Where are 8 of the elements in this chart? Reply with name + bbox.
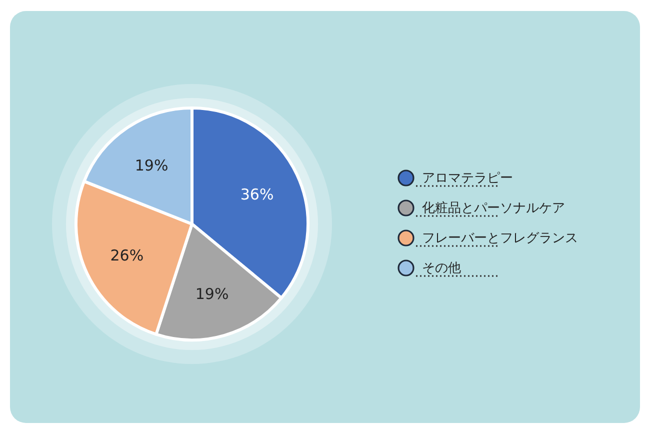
legend-label: その他 (422, 261, 461, 276)
data-label: 36% (240, 185, 274, 204)
legend-label: アロマテラピー (422, 171, 513, 186)
data-label: 26% (110, 246, 144, 265)
legend-label: フレーバーとフレグランス (422, 231, 578, 246)
data-label: 19% (134, 156, 168, 175)
legend-label: 化粧品とパーソナルケア (422, 201, 565, 216)
data-label: 19% (195, 285, 229, 304)
